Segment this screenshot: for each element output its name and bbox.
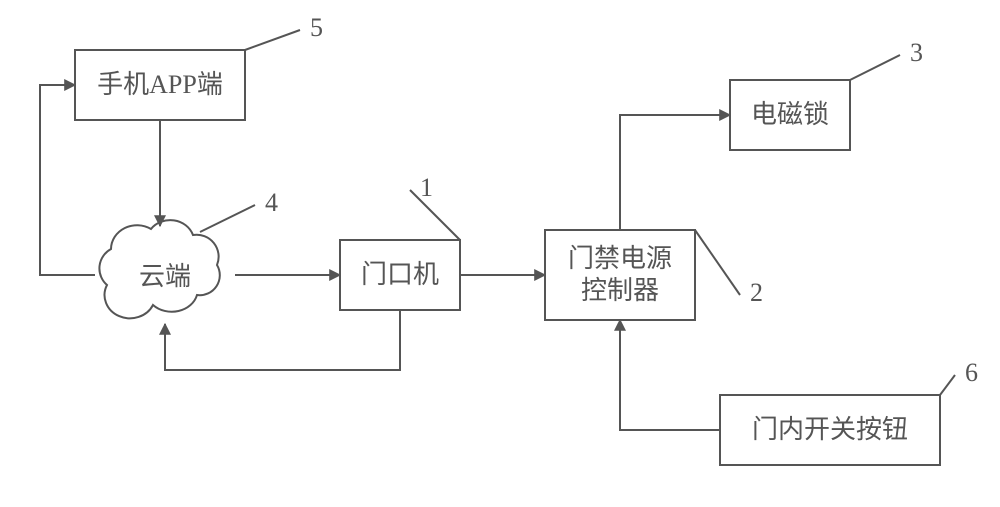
num-n1: 1 xyxy=(420,173,433,202)
node-n5-label: 手机APP端 xyxy=(97,70,223,99)
node-n2-label2: 控制器 xyxy=(581,276,659,305)
node-cloud-label: 云端 xyxy=(139,262,191,291)
num-n6: 6 xyxy=(965,358,978,387)
node-n6-label: 门内开关按钮 xyxy=(752,415,908,444)
node-n1-label: 门口机 xyxy=(361,260,439,289)
num-cloud: 4 xyxy=(265,188,278,217)
node-n3-label: 电磁锁 xyxy=(751,100,829,129)
num-n5: 5 xyxy=(310,13,323,42)
num-n3: 3 xyxy=(910,38,923,67)
node-n2-label1: 门禁电源 xyxy=(568,244,672,273)
num-n2: 2 xyxy=(750,278,763,307)
